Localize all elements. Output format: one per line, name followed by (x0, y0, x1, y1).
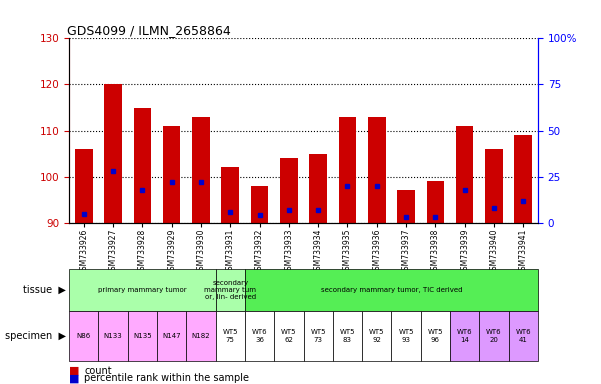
Text: N182: N182 (192, 333, 210, 339)
Bar (310, 154, 327, 223)
Bar (339, 117, 356, 223)
Text: ■: ■ (69, 366, 79, 376)
Bar (105, 84, 122, 223)
Bar (157, 311, 186, 361)
Bar (485, 149, 502, 223)
Text: WT6
20: WT6 20 (486, 329, 502, 343)
Bar (163, 126, 180, 223)
Text: WT5
62: WT5 62 (281, 329, 297, 343)
Bar (69, 311, 99, 361)
Text: N86: N86 (77, 333, 91, 339)
Bar (514, 135, 532, 223)
Text: tissue  ▶: tissue ▶ (23, 285, 66, 295)
Text: N133: N133 (104, 333, 123, 339)
Text: WT5
96: WT5 96 (427, 329, 443, 343)
Bar (280, 158, 297, 223)
Bar (480, 311, 508, 361)
Bar (397, 190, 415, 223)
Text: WT5
75: WT5 75 (222, 329, 238, 343)
Text: WT5
73: WT5 73 (310, 329, 326, 343)
Text: percentile rank within the sample: percentile rank within the sample (84, 373, 249, 383)
Text: count: count (84, 366, 112, 376)
Text: secondary
mammary tum
or, lin- derived: secondary mammary tum or, lin- derived (204, 280, 256, 300)
Text: GDS4099 / ILMN_2658864: GDS4099 / ILMN_2658864 (67, 24, 231, 37)
Text: ■: ■ (69, 373, 79, 383)
Text: WT5
92: WT5 92 (369, 329, 385, 343)
Text: N135: N135 (133, 333, 151, 339)
Bar (128, 311, 157, 361)
Bar (69, 269, 216, 311)
Text: WT5
93: WT5 93 (398, 329, 414, 343)
Bar (251, 186, 268, 223)
Text: WT5
83: WT5 83 (340, 329, 355, 343)
Text: WT6
36: WT6 36 (252, 329, 267, 343)
Text: N147: N147 (162, 333, 181, 339)
Text: WT6
14: WT6 14 (457, 329, 472, 343)
Bar (221, 167, 239, 223)
Bar (186, 311, 216, 361)
Text: secondary mammary tumor, TIC derived: secondary mammary tumor, TIC derived (321, 287, 462, 293)
Bar (99, 311, 127, 361)
Bar (450, 311, 480, 361)
Bar (216, 269, 245, 311)
Bar (216, 311, 245, 361)
Bar (333, 311, 362, 361)
Bar (456, 126, 474, 223)
Bar (427, 181, 444, 223)
Bar (192, 117, 210, 223)
Bar (274, 311, 304, 361)
Text: primary mammary tumor: primary mammary tumor (98, 287, 187, 293)
Text: WT6
41: WT6 41 (516, 329, 531, 343)
Bar (245, 311, 274, 361)
Bar (421, 311, 450, 361)
Bar (362, 311, 391, 361)
Bar (508, 311, 538, 361)
Text: specimen  ▶: specimen ▶ (5, 331, 66, 341)
Bar (133, 108, 151, 223)
Bar (304, 311, 333, 361)
Bar (75, 149, 93, 223)
Bar (245, 269, 538, 311)
Bar (391, 311, 421, 361)
Bar (368, 117, 385, 223)
